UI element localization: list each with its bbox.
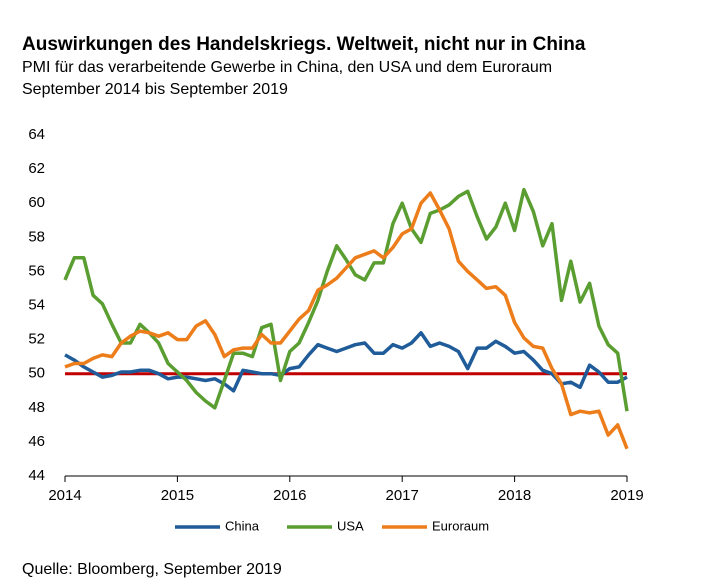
series-line [63, 187, 629, 412]
y-tick-label: 44 [28, 467, 45, 484]
x-tick-label: 2016 [273, 487, 306, 504]
y-tick-label: 60 [28, 194, 45, 211]
x-tick-label: 2019 [610, 487, 643, 504]
series-line [64, 191, 629, 450]
y-tick-label: 62 [28, 160, 45, 177]
legend-label: Euroraum [432, 518, 489, 533]
x-tick-label: 2017 [386, 487, 419, 504]
chart-title: Auswirkungen des Handelskriegs. Weltweit… [22, 34, 586, 55]
y-tick-label: 56 [28, 262, 45, 279]
y-tick-label: 46 [28, 433, 45, 450]
series-line [64, 331, 628, 393]
y-tick-label: 64 [28, 126, 45, 143]
y-tick-label: 48 [28, 399, 45, 416]
legend-label: China [225, 518, 260, 533]
legend-label: USA [337, 518, 364, 533]
y-tick-label: 58 [28, 228, 45, 245]
x-tick-label: 2014 [48, 487, 81, 504]
chart-subtitle: PMI für das verarbeitende Gewerbe in Chi… [22, 59, 552, 76]
source: Quelle: Bloomberg, September 2019 [22, 561, 282, 578]
y-tick-label: 54 [28, 296, 45, 313]
x-tick-label: 2018 [498, 487, 531, 504]
y-tick-label: 52 [28, 331, 45, 348]
y-tick-label: 50 [28, 365, 45, 382]
x-tick-label: 2015 [161, 487, 194, 504]
chart-subtitle: September 2014 bis September 2019 [22, 81, 288, 98]
